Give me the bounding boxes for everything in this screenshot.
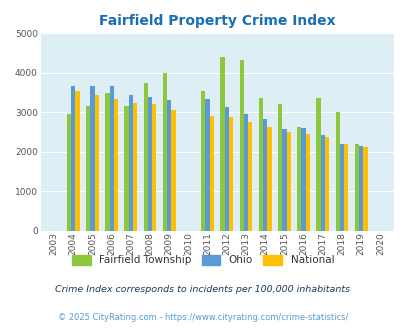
Bar [147, 97, 152, 231]
Bar [243, 114, 247, 231]
Bar [228, 117, 232, 231]
Bar [162, 73, 167, 231]
Bar [205, 99, 209, 231]
Bar [362, 147, 367, 231]
Bar [113, 99, 118, 231]
Bar [86, 106, 90, 231]
Bar [94, 95, 98, 231]
Legend: Fairfield Township, Ohio, National: Fairfield Township, Ohio, National [68, 251, 337, 270]
Bar [105, 93, 109, 231]
Bar [266, 127, 271, 231]
Text: © 2025 CityRating.com - https://www.cityrating.com/crime-statistics/: © 2025 CityRating.com - https://www.city… [58, 313, 347, 322]
Bar [239, 60, 243, 231]
Bar [152, 104, 156, 231]
Bar [167, 100, 171, 231]
Bar [220, 57, 224, 231]
Bar [67, 114, 71, 231]
Bar [281, 129, 286, 231]
Bar [258, 98, 262, 231]
Bar [354, 144, 358, 231]
Title: Fairfield Property Crime Index: Fairfield Property Crime Index [99, 14, 335, 28]
Bar [171, 110, 175, 231]
Bar [132, 103, 137, 231]
Bar [301, 128, 305, 231]
Bar [286, 132, 290, 231]
Bar [90, 86, 94, 231]
Bar [262, 119, 266, 231]
Bar [296, 127, 301, 231]
Bar [109, 86, 113, 231]
Bar [71, 86, 75, 231]
Bar [358, 146, 362, 231]
Bar [143, 83, 147, 231]
Bar [315, 98, 320, 231]
Bar [343, 144, 347, 231]
Bar [320, 135, 324, 231]
Bar [128, 95, 132, 231]
Bar [209, 116, 213, 231]
Bar [75, 91, 79, 231]
Bar [277, 104, 281, 231]
Bar [201, 91, 205, 231]
Bar [305, 134, 309, 231]
Text: Crime Index corresponds to incidents per 100,000 inhabitants: Crime Index corresponds to incidents per… [55, 285, 350, 294]
Bar [339, 144, 343, 231]
Bar [224, 108, 228, 231]
Bar [247, 122, 252, 231]
Bar [335, 112, 339, 231]
Bar [324, 137, 328, 231]
Bar [124, 106, 128, 231]
